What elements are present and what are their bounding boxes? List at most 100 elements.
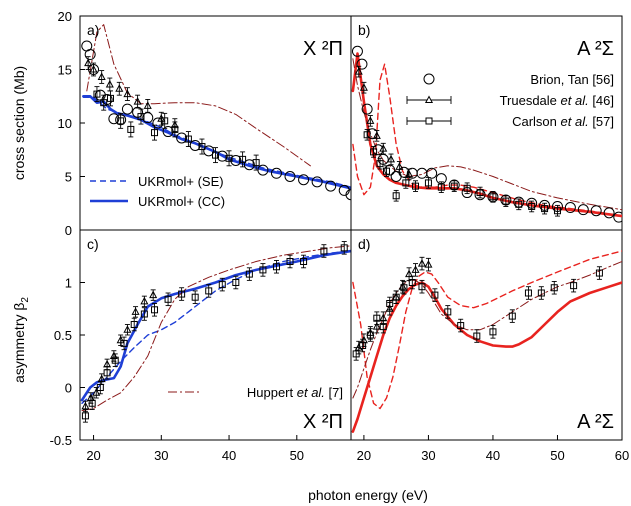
legend-label: UKRmol+ (CC) [138, 194, 225, 209]
legend-text-tail: [7] [325, 385, 343, 400]
data-point-square [171, 125, 179, 133]
plot-area [80, 241, 351, 423]
x-tick-label: 50 [290, 448, 304, 463]
series-ukrmol-se-line [352, 250, 622, 410]
data-point-square [473, 332, 481, 340]
data-point-circle [284, 171, 296, 182]
legend-label: Huppert et al. [7] [247, 385, 343, 400]
data-point-square [392, 293, 400, 301]
series-ukrmol-cc-line [80, 249, 351, 402]
panel-d: 20 30 40 50 60 d) A ²Σ [350, 229, 629, 463]
data-point-circle [84, 49, 96, 61]
panel-label: b) [358, 22, 370, 38]
data-point-circle [203, 145, 215, 157]
data-point-triangle [123, 325, 132, 333]
y-axis-label-asymmetry: asymmetry β2 [11, 297, 31, 383]
data-point-circle [426, 167, 438, 179]
data-point-triangle [115, 84, 124, 92]
data-point-square [402, 179, 410, 187]
x-tick-label: 40 [222, 448, 236, 463]
data-point-triangle [354, 343, 363, 351]
data-point-triangle [354, 67, 363, 75]
data-point-square [218, 281, 226, 289]
legend-marker-triangle [424, 95, 434, 103]
x-tick-label: 30 [421, 448, 435, 463]
data-point-circle [590, 205, 602, 217]
data-point-square [418, 283, 426, 291]
data-point-circle [325, 180, 337, 192]
data-point-square [463, 184, 471, 192]
x-tick-label: 20 [357, 448, 371, 463]
data-point-square [151, 129, 159, 137]
data-point-triangle [405, 269, 414, 278]
data-point-square [476, 189, 484, 197]
data-point-triangle [372, 322, 381, 330]
legend-text: Carlson [512, 114, 560, 129]
data-point-square [366, 331, 374, 339]
y-axis-label-cross-section: cross section (Mb) [11, 66, 27, 180]
data-point-triangle [105, 79, 114, 88]
data-point-triangle [385, 304, 394, 312]
data-point-triangle [359, 83, 368, 91]
data-point-square [489, 328, 497, 336]
data-point-square [137, 113, 145, 121]
x-tick-label: 20 [86, 448, 100, 463]
legend-text: Huppert [247, 385, 297, 400]
data-point-square [103, 369, 111, 377]
data-point-square [164, 295, 172, 303]
panel-label: a) [87, 22, 99, 38]
x-tick-label: 30 [154, 448, 168, 463]
data-point-square [537, 289, 545, 297]
plot-area [351, 45, 622, 223]
data-point-circle [270, 167, 282, 179]
legend-label: Brion, Tan [56] [530, 72, 614, 87]
data-point-square [524, 289, 532, 297]
data-point-square [93, 90, 101, 98]
data-point-square [515, 200, 523, 208]
data-point-square [370, 148, 378, 156]
plot-area [351, 250, 622, 433]
data-point-square [127, 125, 135, 133]
data-point-square [161, 117, 169, 125]
data-point-square [120, 339, 128, 347]
data-point-circle [176, 132, 188, 144]
data-point-triangle [386, 154, 396, 163]
y-tick-label: 5 [65, 170, 72, 185]
state-label: X ²Π [303, 38, 343, 60]
data-point-square [225, 154, 233, 162]
data-point-circle [230, 154, 242, 166]
series-huppert-et-al-7-line [86, 24, 311, 167]
data-point-triangle [143, 101, 152, 109]
data-point-circle [351, 45, 363, 57]
data-point-triangle [149, 290, 158, 299]
data-point-square [392, 192, 400, 200]
plot-area [81, 24, 351, 201]
panel-c: -0.5 0 0.5 1 20 30 40 50 c) X ²Π Huppert et al. [7… [50, 229, 352, 463]
legend-text: Truesdale [500, 93, 561, 108]
data-point-square [272, 263, 280, 271]
data-point-square [595, 269, 603, 277]
data-point-triangle [131, 307, 140, 315]
y-tick-label: 1 [65, 276, 72, 291]
data-point-square [489, 193, 497, 201]
y-tick-label: 15 [58, 63, 72, 78]
data-point-circle [613, 211, 622, 223]
x-tick-label: 60 [615, 448, 629, 463]
data-point-triangle [133, 97, 142, 105]
data-point-square [400, 284, 408, 292]
data-point-circle [577, 204, 589, 216]
state-label: A ²Σ [577, 411, 614, 433]
data-point-square [408, 279, 416, 286]
data-point-square [178, 290, 186, 298]
data-point-square [151, 306, 159, 314]
data-point-square [81, 412, 89, 420]
data-point-triangle [366, 116, 375, 124]
y-tick-label: 0 [65, 223, 72, 238]
data-point-square [130, 321, 138, 328]
series-huppert-et-al-7-line [352, 58, 622, 211]
data-point-circle [361, 103, 373, 115]
data-point-square [191, 293, 199, 301]
data-point-square [412, 182, 420, 190]
data-point-triangle [140, 296, 149, 305]
data-point-circle [298, 174, 310, 186]
